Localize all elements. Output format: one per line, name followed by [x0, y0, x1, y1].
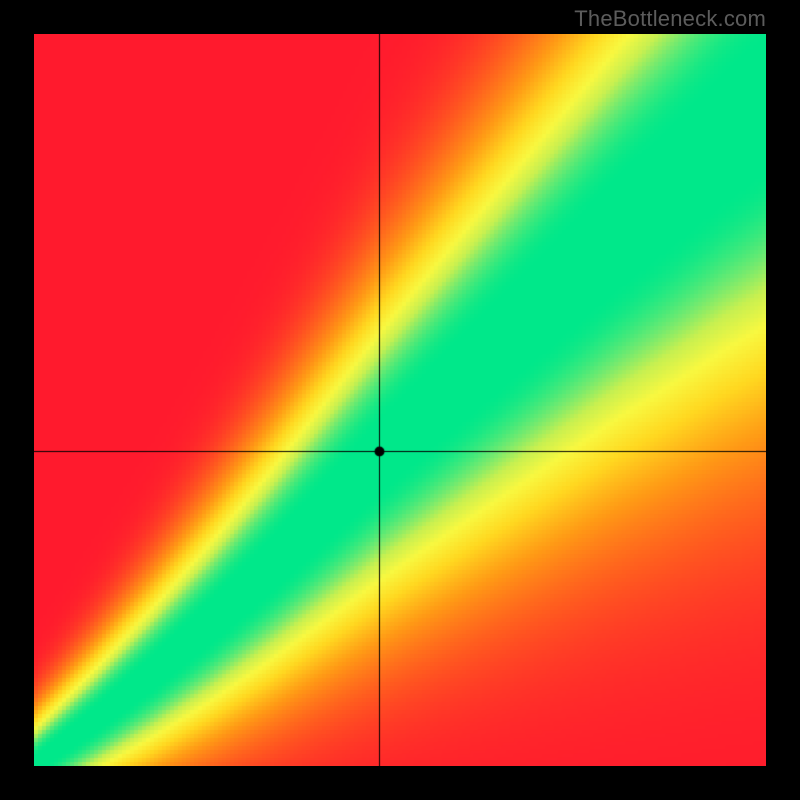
figure-root: TheBottleneck.com [0, 0, 800, 800]
watermark-text: TheBottleneck.com [574, 6, 766, 32]
crosshair-overlay [34, 34, 766, 766]
